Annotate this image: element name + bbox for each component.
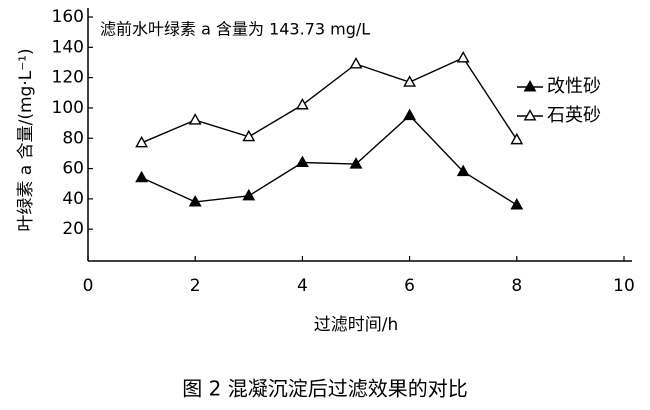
x-tick-label: 6 [404, 276, 415, 296]
marker [188, 194, 202, 207]
y-tick-label: 160 [52, 7, 84, 27]
x-tick-label: 2 [190, 276, 201, 296]
marker [403, 75, 417, 87]
marker [135, 170, 149, 183]
marker [510, 132, 524, 145]
annotation: 滤前水叶绿素 a 含量为 143.73 mg/L [100, 20, 370, 39]
x-axis-label: 过滤时间/h [314, 315, 399, 335]
marker [242, 188, 256, 201]
marker [135, 135, 149, 148]
marker [242, 129, 256, 142]
y-tick-label: 40 [62, 189, 84, 209]
marker [349, 57, 363, 69]
legend-marker [523, 80, 537, 92]
y-tick-label: 80 [62, 128, 84, 148]
marker [510, 198, 524, 210]
x-tick-label: 0 [83, 276, 94, 296]
x-tick-label: 8 [511, 276, 522, 296]
y-tick-label: 140 [52, 37, 84, 57]
y-tick-label: 100 [52, 98, 84, 118]
legend-label: 改性砂 [547, 76, 601, 97]
marker [295, 97, 309, 110]
marker [295, 155, 309, 168]
legend-marker [523, 109, 537, 121]
y-tick-label: 120 [52, 68, 84, 88]
y-tick-label: 20 [62, 219, 84, 239]
marker [456, 164, 470, 177]
series-line [141, 114, 518, 206]
x-tick-label: 10 [613, 276, 635, 296]
series-line [141, 57, 518, 144]
y-axis-label: 叶绿素 a 含量/(mg·L⁻¹) [16, 48, 36, 231]
marker [349, 157, 363, 169]
marker [456, 50, 470, 63]
marker [403, 108, 417, 121]
x-tick-label: 4 [297, 276, 308, 296]
caption: 图 2 混凝沉淀后过滤效果的对比 [182, 377, 467, 401]
legend-label: 石英砂 [547, 105, 601, 126]
marker [188, 113, 202, 125]
y-tick-label: 60 [62, 159, 84, 179]
